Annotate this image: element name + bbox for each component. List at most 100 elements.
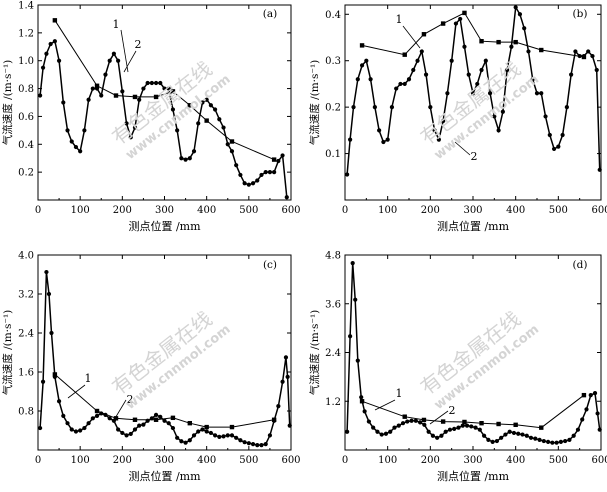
data-point — [359, 63, 365, 68]
data-point — [170, 107, 176, 112]
data-point — [473, 425, 478, 430]
data-point-square — [187, 420, 192, 426]
series-2 — [345, 5, 602, 177]
data-point — [149, 80, 154, 86]
data-point — [441, 118, 446, 124]
data-point — [345, 172, 350, 177]
data-point — [353, 297, 358, 302]
data-point — [569, 72, 574, 77]
data-point — [141, 86, 146, 91]
data-point — [263, 442, 268, 447]
data-point — [208, 103, 213, 108]
data-point — [597, 427, 602, 432]
data-point — [560, 132, 565, 138]
data-point — [170, 425, 176, 431]
x-tick-label: 400 — [197, 205, 216, 216]
data-point — [396, 423, 401, 428]
panel-a: 0 100 200 300 400 500 600 0.2 0.4 0.6 0.8 1.0 1.2 1.4… — [1, 1, 301, 234]
data-point — [276, 404, 281, 409]
data-point — [547, 132, 552, 138]
data-point — [507, 429, 512, 434]
data-point — [415, 58, 420, 63]
data-point — [466, 72, 471, 77]
x-axis-label: 测点位置 /mm — [437, 469, 510, 483]
data-point — [149, 416, 154, 421]
data-point — [263, 170, 268, 175]
data-point — [389, 105, 395, 110]
data-point-square — [94, 408, 100, 414]
data-point — [426, 429, 431, 434]
data-point-square — [229, 424, 235, 430]
data-point — [460, 423, 465, 428]
data-point — [539, 91, 544, 96]
data-point — [464, 423, 470, 428]
x-tick-label: 0 — [342, 205, 348, 216]
x-tick-label: 200 — [113, 205, 132, 216]
data-point-square — [52, 18, 58, 23]
data-point — [432, 128, 437, 133]
data-point — [487, 91, 493, 96]
data-point — [359, 395, 364, 400]
series-line — [361, 12, 584, 58]
data-point — [229, 433, 235, 438]
data-point — [56, 58, 62, 63]
data-point-square — [132, 94, 138, 100]
data-point — [597, 167, 602, 172]
data-point — [250, 181, 256, 186]
data-point — [196, 429, 201, 434]
data-point — [366, 419, 371, 424]
data-point — [411, 67, 416, 73]
data-point — [439, 433, 444, 438]
x-tick-label: 600 — [281, 205, 300, 216]
data-point — [584, 407, 589, 412]
series-line — [361, 394, 585, 429]
data-point-square — [170, 89, 176, 94]
series-1 — [52, 18, 277, 162]
data-point — [280, 379, 285, 384]
data-point — [225, 142, 230, 147]
data-point — [86, 421, 91, 426]
data-point — [428, 105, 433, 110]
data-point-square — [539, 425, 544, 430]
data-point — [513, 5, 518, 10]
data-point — [65, 421, 70, 426]
data-point — [462, 44, 467, 49]
data-point — [516, 431, 521, 436]
series-1-label: 1 — [396, 13, 403, 26]
data-point — [179, 156, 184, 161]
y-axis-label: 气流速度 /(m·s⁻¹) — [308, 310, 321, 396]
data-point — [533, 436, 538, 441]
x-tick-label: 200 — [421, 455, 440, 466]
x-tick-label: 500 — [549, 205, 568, 216]
data-point-square — [479, 39, 484, 44]
data-point-square — [440, 21, 446, 26]
data-point — [107, 58, 112, 63]
data-point — [200, 427, 205, 432]
data-point — [588, 393, 593, 398]
series-1-label: 1 — [396, 387, 403, 400]
data-point — [204, 97, 209, 102]
data-point — [99, 411, 104, 416]
data-point — [550, 440, 555, 445]
data-point — [78, 428, 83, 433]
series-1 — [359, 392, 587, 430]
data-point — [40, 65, 46, 70]
data-point — [500, 109, 505, 114]
y-tick-label: 0.6 — [18, 112, 34, 123]
data-point-square — [421, 417, 427, 423]
data-point — [250, 442, 256, 447]
data-point — [590, 53, 595, 59]
data-point — [355, 77, 360, 82]
data-point-square — [402, 52, 407, 57]
data-point — [267, 433, 273, 438]
y-tick-label: 0.8 — [18, 84, 34, 95]
data-point — [409, 418, 414, 423]
data-point — [541, 438, 546, 444]
data-point — [82, 425, 87, 431]
data-point — [111, 51, 116, 56]
data-point — [351, 105, 356, 110]
y-axis-label: 气流速度 /(m·s⁻¹) — [1, 310, 14, 396]
data-point-square — [271, 157, 277, 162]
x-axis-label: 测点位置 /mm — [128, 469, 201, 483]
